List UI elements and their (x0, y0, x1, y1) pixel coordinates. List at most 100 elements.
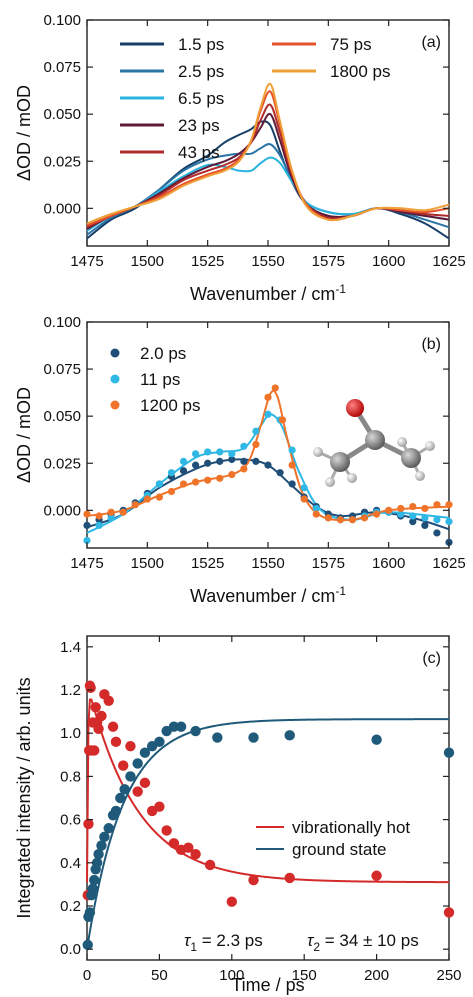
data-point (240, 457, 248, 465)
legend-label: 23 ps (178, 116, 220, 135)
x-tick-label: 200 (364, 967, 389, 984)
data-point (107, 721, 119, 732)
data-point (252, 440, 260, 449)
data-point (240, 465, 248, 473)
panel-c-x-axis-title: Time / ps (231, 975, 304, 995)
data-point (85, 682, 96, 694)
data-point (132, 786, 143, 797)
data-point (83, 510, 91, 518)
data-point (155, 493, 163, 501)
data-point (192, 478, 200, 486)
data-point (421, 514, 429, 522)
data-point (110, 805, 122, 817)
legend-label: 1800 ps (330, 62, 391, 81)
x-tick-label: 1525 (191, 555, 224, 572)
data-point (103, 695, 114, 706)
legend-marker (110, 400, 120, 410)
panel-b-y-axis-title: ΔOD / mOD (14, 387, 34, 483)
data-point (264, 461, 272, 469)
data-point (192, 461, 200, 469)
data-point (278, 416, 287, 424)
data-point (433, 516, 441, 524)
data-point (179, 480, 188, 488)
legend-label: 2.5 ps (178, 62, 224, 81)
data-point (228, 455, 236, 464)
y-tick-label: 1.4 (60, 639, 81, 656)
data-point (433, 529, 441, 537)
data-point (167, 469, 176, 477)
data-point (228, 450, 236, 458)
data-point (125, 771, 136, 782)
data-point (409, 502, 417, 511)
tau1-annotation: τ1 = 2.3 ps (184, 931, 263, 954)
data-point (264, 410, 272, 418)
x-tick-label: 1475 (70, 555, 103, 572)
panel-a-spectra-lines: 1475 1500 1525 1550 1575 1600 1625 0.000 0.025 0… (14, 12, 466, 304)
data-point (190, 848, 201, 860)
x-tick-label: 1550 (251, 555, 284, 572)
x-tick-label: 1600 (372, 555, 405, 572)
panel-a-label: (a) (421, 34, 441, 51)
legend-label: 11 ps (140, 370, 180, 389)
data-point (143, 495, 151, 503)
y-tick-label: 0.025 (43, 455, 81, 472)
x-tick-label: 1575 (312, 555, 345, 572)
data-point (204, 459, 212, 467)
data-point (83, 818, 94, 830)
data-point (131, 501, 139, 509)
data-point (300, 484, 308, 492)
data-point (212, 732, 223, 743)
data-point (336, 516, 344, 524)
data-point (168, 721, 180, 732)
y-tick-label: 0.000 (43, 502, 81, 519)
data-point (397, 510, 405, 518)
fit-line (86, 458, 450, 531)
y-tick-label: 1.2 (60, 682, 81, 699)
panel-c-y-axis-title: Integrated intensity / arb. units (14, 677, 34, 918)
fit-line-hot (86, 698, 450, 884)
x-tick-label: 50 (151, 967, 168, 984)
data-point (445, 518, 453, 526)
legend-label: 75 ps (330, 35, 372, 54)
data-point (284, 730, 295, 741)
data-point (288, 461, 296, 469)
data-point (192, 450, 200, 458)
panel-b-spectra-scatter: 1475 1500 1525 1550 1575 1600 1625 0.000 0.025 0… (14, 314, 466, 606)
data-point (154, 736, 165, 748)
data-point (82, 939, 93, 951)
data-point (271, 384, 279, 392)
data-point (118, 760, 129, 771)
y-tick-label: 0.6 (60, 812, 81, 829)
data-point (139, 777, 151, 789)
series-line-23-ps (86, 112, 450, 230)
legend-marker (110, 348, 120, 358)
data-point (443, 907, 455, 918)
data-point (421, 504, 429, 513)
data-point (119, 784, 130, 795)
acetone-molecule-icon (313, 399, 435, 487)
data-point (288, 480, 296, 488)
data-point (324, 514, 332, 522)
data-point (167, 487, 176, 496)
data-point (175, 721, 187, 732)
y-tick-label: 0.025 (43, 153, 81, 170)
fit-line-ground (86, 718, 450, 950)
data-point (139, 747, 151, 758)
data-point (252, 457, 260, 465)
y-tick-label: 0.050 (43, 106, 81, 123)
data-point (132, 758, 143, 769)
x-tick-label: 1475 (70, 253, 103, 270)
data-point (385, 506, 393, 514)
y-tick-label: 0.075 (43, 361, 81, 378)
data-point (216, 457, 224, 465)
y-tick-label: 0.000 (43, 200, 81, 217)
data-point (83, 536, 91, 545)
data-point (284, 872, 295, 884)
panel-c-frame (86, 635, 450, 961)
data-point (216, 474, 224, 482)
data-point (264, 393, 272, 401)
x-tick-label: 1575 (312, 253, 345, 270)
data-point (155, 480, 163, 488)
data-point (87, 883, 98, 894)
